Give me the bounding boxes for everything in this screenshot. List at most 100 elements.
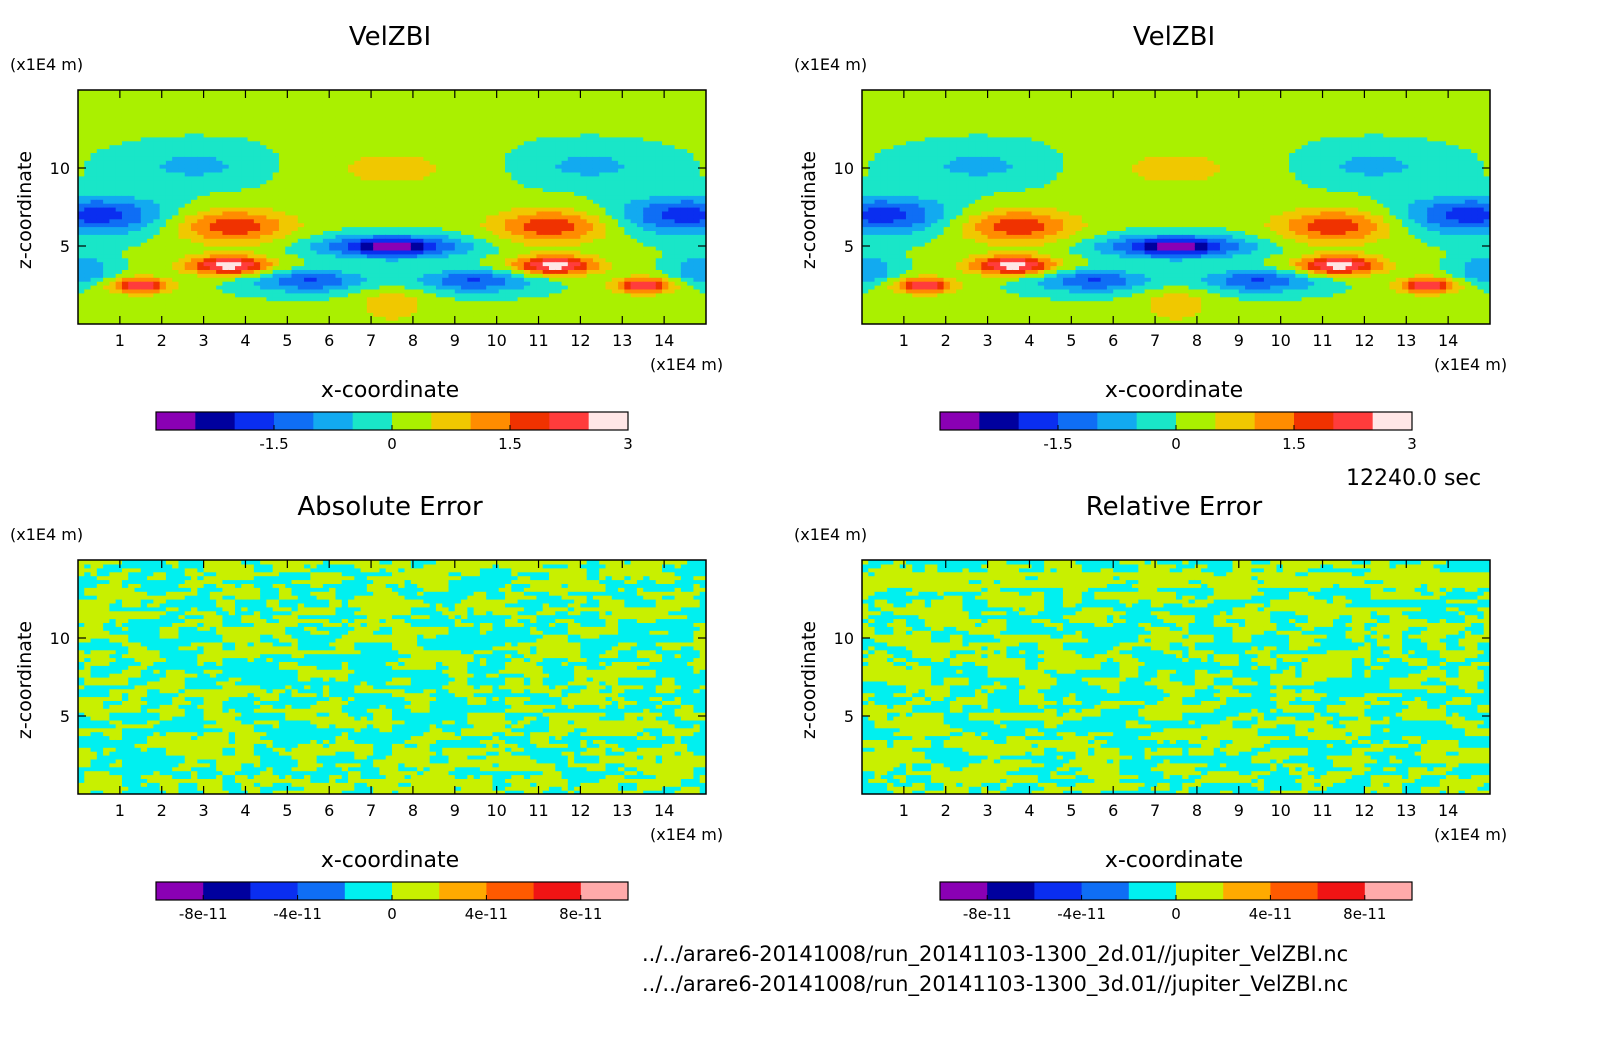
field-cell	[348, 187, 355, 192]
field-cell	[335, 156, 343, 161]
field-cell	[159, 121, 167, 126]
field-cell	[172, 285, 180, 290]
field-cell	[467, 148, 475, 153]
field-cell	[278, 140, 286, 146]
field-cell	[260, 97, 267, 103]
field-cell	[366, 156, 374, 161]
field-cell	[241, 93, 249, 99]
field-cell	[209, 292, 217, 298]
field-cell	[235, 140, 242, 146]
field-cell	[209, 199, 217, 204]
field-cell	[134, 222, 142, 228]
field-cell	[561, 125, 569, 130]
field-cell	[103, 288, 110, 294]
field-cell	[467, 285, 475, 290]
field-cell	[492, 195, 500, 200]
field-cell	[354, 249, 362, 255]
field-cell	[574, 320, 581, 324]
field-cell	[128, 199, 136, 204]
field-cell	[423, 179, 431, 185]
field-cell	[536, 90, 544, 95]
field-cell	[84, 132, 92, 138]
field-cell	[103, 121, 110, 126]
field-cell	[479, 300, 487, 306]
field-cell	[366, 171, 374, 177]
field-cell	[423, 203, 431, 208]
field-cell	[197, 273, 205, 278]
field-cell	[467, 277, 475, 282]
field-cell	[486, 93, 494, 99]
field-cell	[410, 210, 418, 216]
field-cell	[511, 222, 519, 228]
field-cell	[366, 90, 374, 95]
field-cell	[310, 281, 318, 286]
field-cell	[78, 281, 85, 286]
field-cell	[228, 90, 236, 95]
field-cell	[159, 168, 167, 173]
field-cell	[278, 285, 286, 290]
field-cell	[304, 105, 311, 111]
field-cell	[310, 195, 318, 200]
field-cell	[178, 238, 186, 243]
field-cell	[580, 171, 588, 177]
field-cell	[479, 121, 487, 126]
field-cell	[316, 285, 324, 290]
field-cell	[448, 195, 456, 200]
field-cell	[555, 308, 563, 313]
field-cell	[398, 199, 406, 204]
field-cell	[178, 117, 186, 122]
field-cell	[84, 117, 92, 122]
field-cell	[197, 265, 205, 270]
field-cell	[454, 105, 462, 111]
field-cell	[159, 316, 167, 321]
field-cell	[530, 269, 538, 274]
field-cell	[479, 171, 487, 177]
field-cell	[329, 285, 337, 290]
field-cell	[498, 109, 506, 114]
field-cell	[222, 93, 230, 99]
field-cell	[115, 234, 123, 239]
field-cell	[335, 316, 343, 321]
field-cell	[404, 160, 412, 165]
field-cell	[360, 257, 368, 263]
field-cell	[140, 156, 148, 161]
field-cell	[517, 238, 525, 243]
field-cell	[574, 230, 581, 235]
field-cell	[266, 312, 274, 317]
field-cell	[115, 171, 123, 177]
field-cell	[461, 156, 468, 161]
field-cell	[235, 316, 242, 321]
field-cell	[147, 288, 154, 294]
field-cell	[241, 288, 249, 294]
field-cell	[505, 129, 512, 134]
field-cell	[461, 191, 468, 196]
field-cell	[555, 164, 563, 169]
field-cell	[90, 242, 98, 247]
field-cell	[128, 273, 136, 278]
field-cell	[304, 171, 311, 177]
field-cell	[322, 132, 330, 138]
field-cell	[78, 218, 85, 224]
field-cell	[115, 249, 123, 255]
field-cell	[448, 281, 456, 286]
field-cell	[184, 292, 192, 298]
field-cell	[178, 93, 186, 99]
field-cell	[266, 292, 274, 298]
field-cell	[511, 246, 519, 251]
field-cell	[567, 269, 575, 274]
field-cell	[147, 273, 154, 278]
field-cell	[291, 257, 299, 263]
field-cell	[84, 171, 92, 177]
field-cell	[159, 222, 167, 228]
field-cell	[253, 226, 261, 231]
field-cell	[360, 140, 368, 146]
field-cell	[291, 160, 299, 165]
field-cell	[335, 234, 343, 239]
field-cell	[348, 304, 355, 309]
field-cell	[523, 129, 531, 134]
field-cell	[417, 242, 424, 247]
field-cell	[498, 140, 506, 146]
field-cell	[492, 312, 500, 317]
field-cell	[486, 320, 494, 324]
field-cell	[592, 273, 600, 278]
